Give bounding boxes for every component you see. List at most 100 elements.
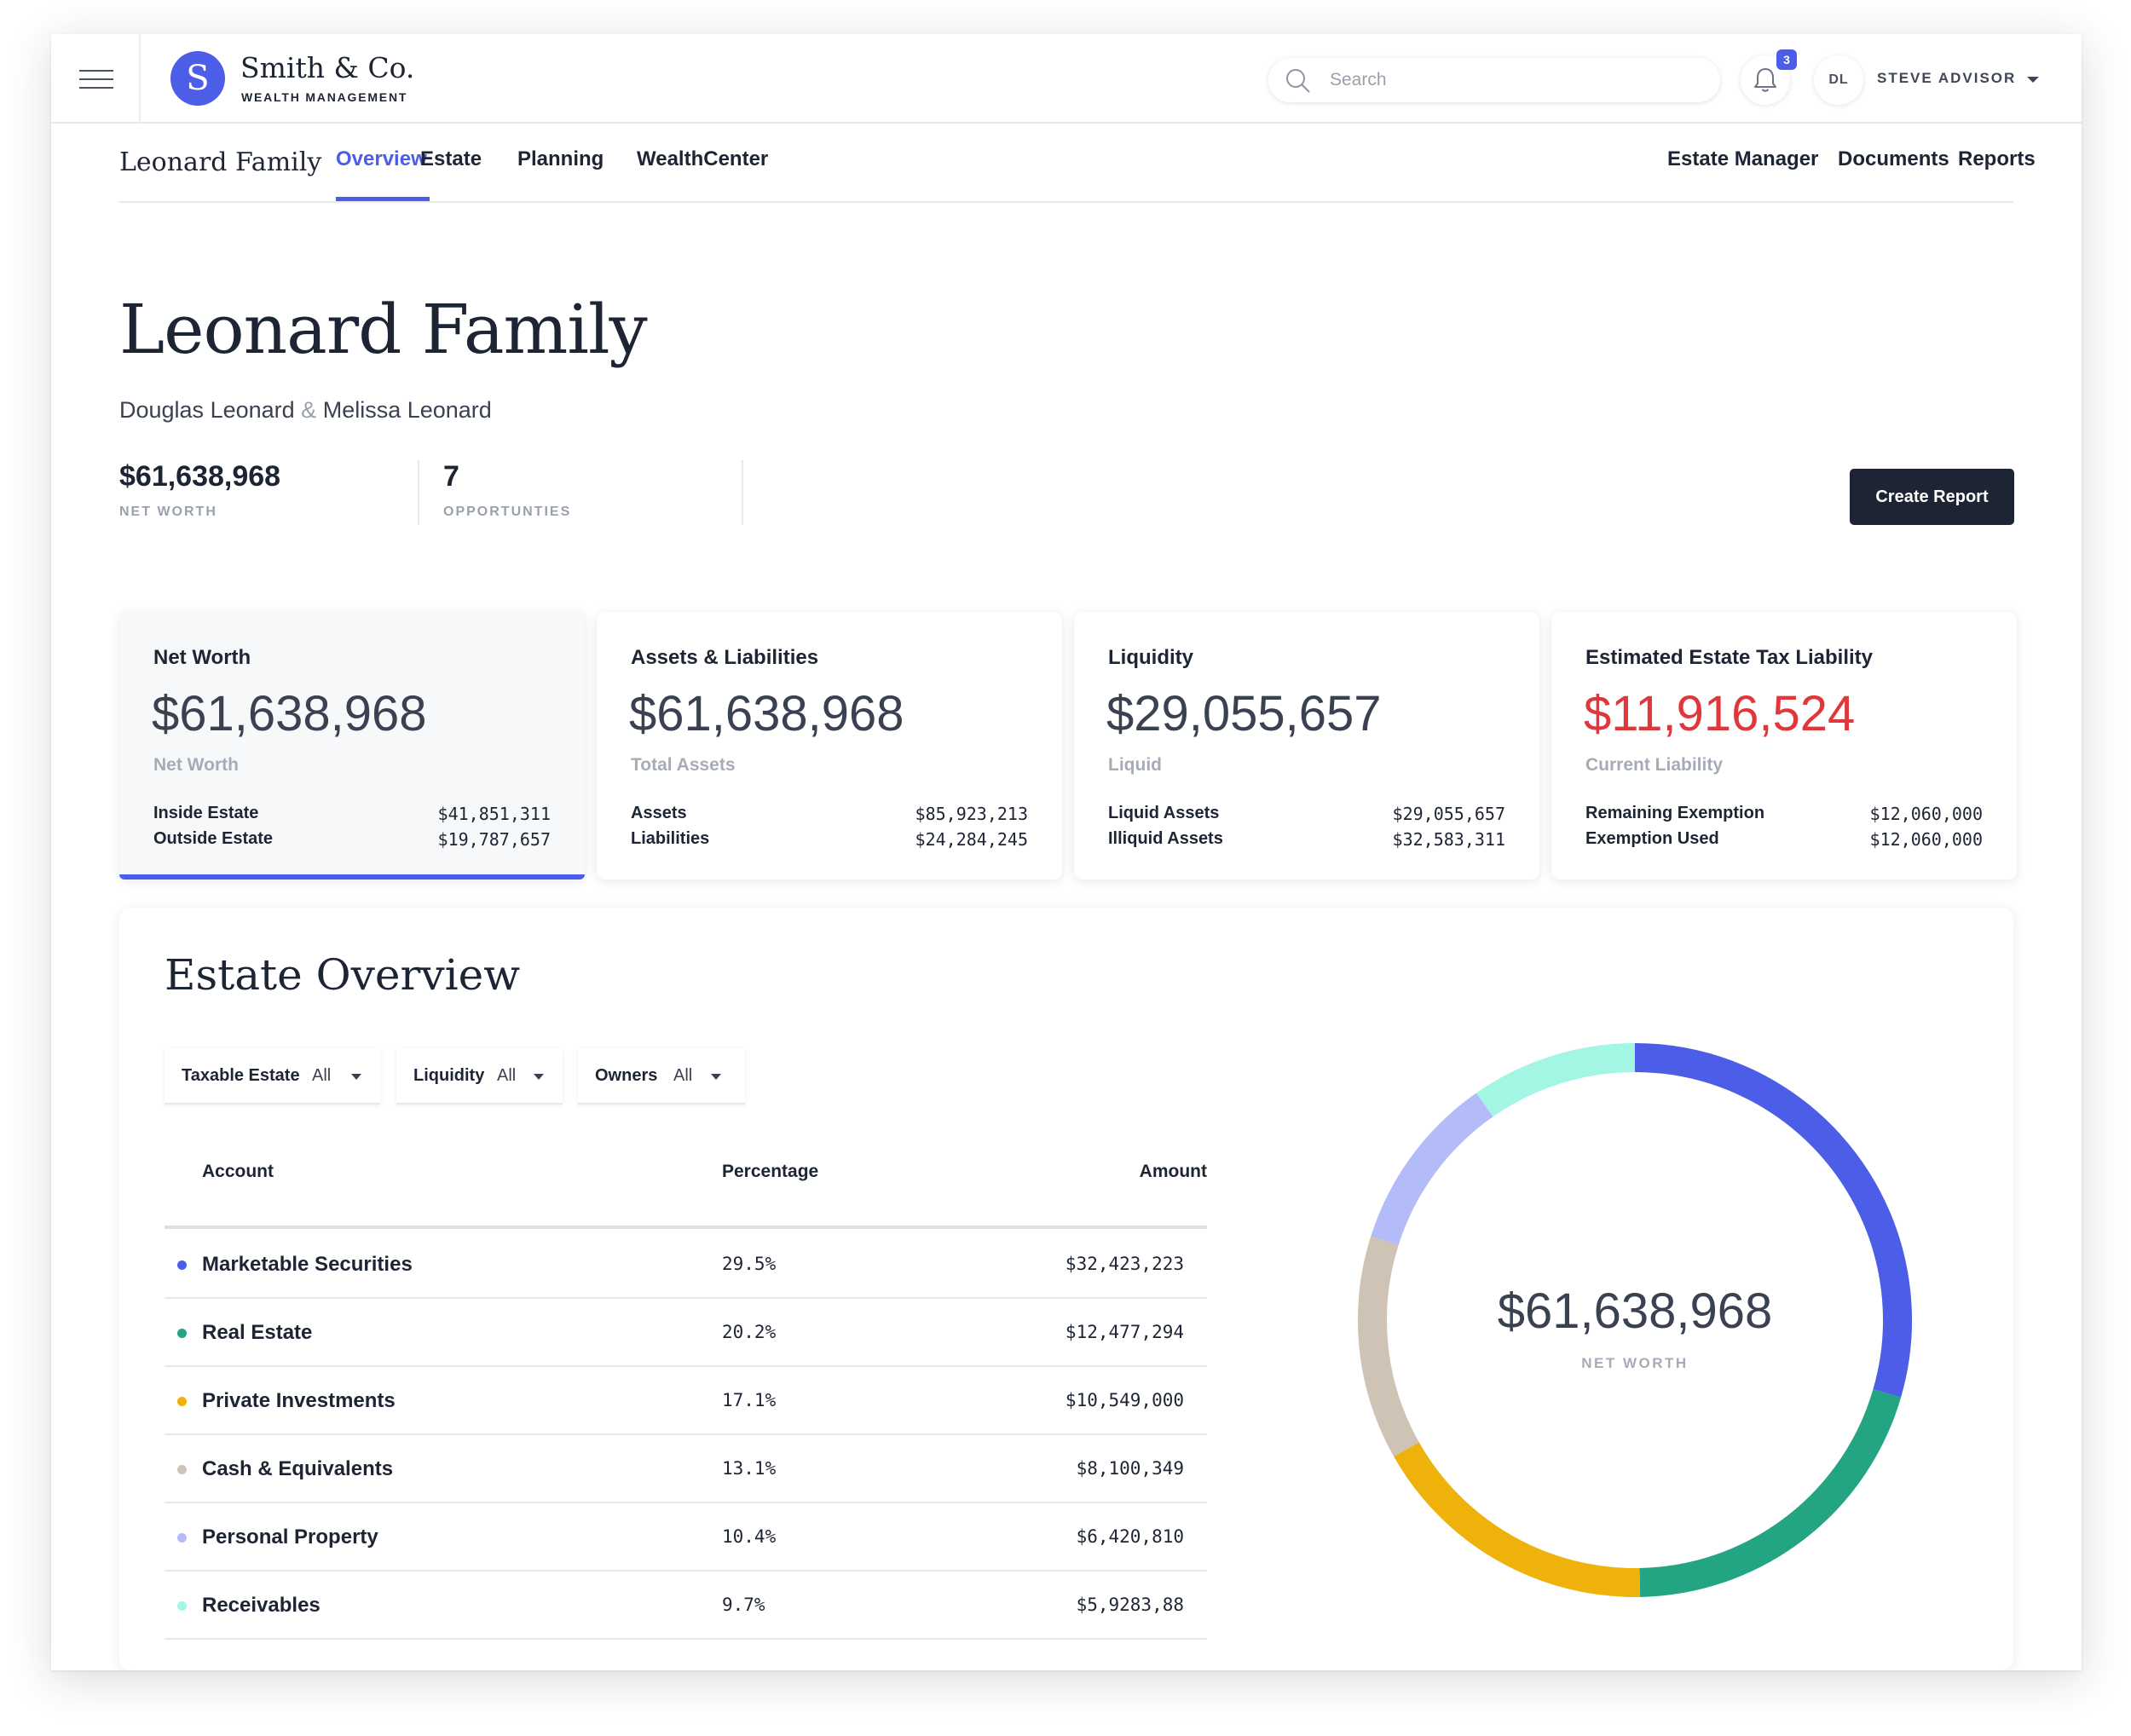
account-amount: $8,100,349 — [1076, 1458, 1184, 1479]
column-header-percentage[interactable]: Percentage — [722, 1162, 819, 1181]
account-name: Marketable Securities — [202, 1253, 413, 1276]
table-row[interactable]: Marketable Securities 29.5% $32,423,223 — [165, 1231, 1207, 1299]
tab-estate[interactable]: Estate — [420, 147, 482, 170]
account-amount: $6,420,810 — [1076, 1526, 1184, 1547]
taxable-estate-filter[interactable]: Taxable Estate All — [165, 1048, 380, 1104]
donut-segment-real-estate[interactable] — [1639, 1389, 1902, 1597]
stat-divider — [418, 460, 419, 525]
bell-icon — [1754, 68, 1776, 92]
table-row[interactable]: Real Estate 20.2% $12,477,294 — [165, 1299, 1207, 1367]
card-row-value: $29,055,657 — [1392, 804, 1505, 824]
table-row[interactable]: Private Investments 17.1% $10,549,000 — [165, 1367, 1207, 1435]
series-color-dot — [177, 1397, 187, 1406]
card-row-value: $12,060,000 — [1869, 829, 1983, 850]
card-row-value: $24,284,245 — [915, 829, 1028, 850]
user-menu[interactable]: STEVE ADVISOR — [1877, 70, 2017, 86]
net-worth-stat-value: $61,638,968 — [119, 460, 281, 493]
donut-segment-private-investments[interactable] — [1394, 1442, 1641, 1597]
card-row-label: Assets — [631, 804, 687, 822]
brand-subtitle: WEALTH MANAGEMENT — [241, 90, 408, 104]
link-reports[interactable]: Reports — [1958, 147, 2036, 170]
card-amount: $11,916,524 — [1584, 686, 1856, 741]
account-percentage: 29.5% — [722, 1254, 777, 1274]
card-amount: $61,638,968 — [152, 686, 427, 741]
donut-segment-receivables[interactable] — [1476, 1043, 1636, 1117]
column-header-account[interactable]: Account — [202, 1162, 274, 1181]
account-percentage: 20.2% — [722, 1322, 777, 1342]
column-header-amount[interactable]: Amount — [1139, 1162, 1207, 1181]
series-color-dot — [177, 1260, 187, 1270]
card-row-label: Inside Estate — [153, 804, 259, 822]
card-subtitle: Current Liability — [1585, 755, 1724, 775]
card-subtitle: Liquid — [1108, 755, 1162, 775]
card-title: Assets & Liabilities — [631, 646, 819, 669]
card-row-label: Remaining Exemption — [1585, 804, 1765, 822]
card-row-value: $19,787,657 — [437, 829, 551, 850]
table-row[interactable]: Cash & Equivalents 13.1% $8,100,349 — [165, 1435, 1207, 1503]
link-estate-manager[interactable]: Estate Manager — [1667, 147, 1819, 170]
card-amount: $61,638,968 — [629, 686, 904, 741]
table-header-divider — [165, 1226, 1207, 1229]
net-worth-card[interactable]: Net Worth $61,638,968 Net Worth Inside E… — [119, 612, 585, 880]
tab-overview[interactable]: Overview — [336, 147, 427, 170]
account-amount: $12,477,294 — [1065, 1322, 1184, 1342]
donut-segment-marketable-securities[interactable] — [1634, 1043, 1912, 1398]
tab-wealthcenter[interactable]: WealthCenter — [637, 147, 769, 170]
filter-value: All — [673, 1066, 693, 1085]
account-name: Real Estate — [202, 1321, 313, 1344]
family-members: Douglas Leonard & Melissa Leonard — [119, 397, 492, 424]
donut-segment-cash-equivalents[interactable] — [1358, 1236, 1419, 1457]
card-subtitle: Net Worth — [153, 755, 239, 775]
card-subtitle: Total Assets — [631, 755, 736, 775]
card-row-label: Outside Estate — [153, 829, 274, 848]
chevron-down-icon[interactable] — [2027, 77, 2039, 83]
selected-card-indicator — [119, 874, 585, 880]
series-color-dot — [177, 1533, 187, 1543]
card-row-value: $12,060,000 — [1869, 804, 1983, 824]
owners-filter[interactable]: Owners All — [578, 1048, 745, 1104]
account-percentage: 9.7% — [722, 1595, 765, 1615]
link-documents[interactable]: Documents — [1838, 147, 1949, 170]
opportunities-stat-value[interactable]: 7 — [443, 460, 459, 493]
member-name: Melissa Leonard — [322, 397, 492, 423]
search-input[interactable] — [1330, 58, 1705, 102]
liquidity-filter[interactable]: Liquidity All — [396, 1048, 563, 1104]
estate-tax-liability-card[interactable]: Estimated Estate Tax Liability $11,916,5… — [1551, 612, 2017, 880]
client-nav: Leonard Family Overview Estate Planning … — [119, 124, 2036, 203]
filter-value: All — [312, 1066, 332, 1085]
account-name: Personal Property — [202, 1525, 378, 1549]
account-name: Receivables — [202, 1594, 321, 1617]
card-row-value: $32,583,311 — [1392, 829, 1505, 850]
opportunities-stat-label: OPPORTUNTIES — [443, 505, 572, 519]
account-percentage: 17.1% — [722, 1390, 777, 1410]
card-row-label: Exemption Used — [1585, 829, 1719, 848]
account-amount: $32,423,223 — [1065, 1254, 1184, 1274]
account-percentage: 10.4% — [722, 1526, 777, 1547]
account-amount: $5,9283,88 — [1076, 1595, 1184, 1615]
liquidity-card[interactable]: Liquidity $29,055,657 Liquid Liquid Asse… — [1074, 612, 1539, 880]
search-icon — [1286, 69, 1310, 93]
member-name: Douglas Leonard — [119, 397, 295, 423]
estate-overview-panel: Estate Overview Taxable Estate All Liqui… — [119, 908, 2013, 1670]
series-color-dot — [177, 1329, 187, 1338]
app-window: S Smith & Co. WEALTH MANAGEMENT 3 DL STE… — [51, 34, 2082, 1670]
create-report-button[interactable]: Create Report — [1850, 469, 2014, 525]
chevron-down-icon — [351, 1074, 361, 1080]
top-bar: S Smith & Co. WEALTH MANAGEMENT 3 DL STE… — [51, 34, 2082, 124]
client-name: Leonard Family — [119, 147, 322, 177]
avatar[interactable]: DL — [1814, 55, 1863, 105]
donut-center-label: NET WORTH — [1581, 1355, 1689, 1371]
stat-divider — [742, 460, 743, 525]
menu-icon[interactable] — [51, 34, 141, 124]
tab-planning[interactable]: Planning — [517, 147, 604, 170]
donut-segment-personal-property[interactable] — [1371, 1093, 1493, 1246]
brand-logo[interactable]: S — [170, 51, 225, 106]
card-row-label: Illiquid Assets — [1108, 829, 1223, 848]
card-title: Liquidity — [1108, 646, 1193, 669]
table-row[interactable]: Personal Property 10.4% $6,420,810 — [165, 1503, 1207, 1572]
active-tab-indicator — [336, 197, 430, 201]
assets-liabilities-card[interactable]: Assets & Liabilities $61,638,968 Total A… — [597, 612, 1062, 880]
table-row[interactable]: Receivables 9.7% $5,9283,88 — [165, 1572, 1207, 1640]
account-amount: $10,549,000 — [1065, 1390, 1184, 1410]
filter-label: Liquidity — [413, 1066, 485, 1085]
